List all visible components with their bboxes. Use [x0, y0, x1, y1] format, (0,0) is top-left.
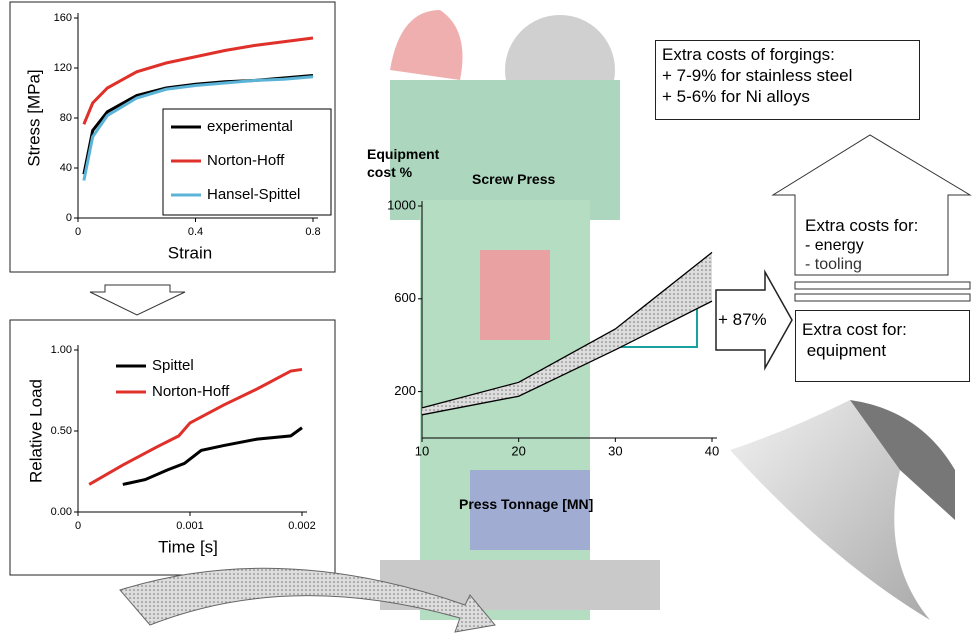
chart-title: Screw Press [472, 170, 555, 188]
text: - tooling [805, 255, 918, 274]
legend-label: Hansel-Spittel [207, 186, 300, 203]
x-tick-label: 0 [75, 520, 81, 532]
y-tick-label: 1000 [387, 197, 416, 212]
legend-label: Norton-Hoff [207, 152, 285, 169]
y-axis-label: Relative Load [26, 379, 45, 483]
y-tick-label: 160 [54, 12, 72, 24]
text: + 7-9% for stainless steel [662, 65, 913, 86]
y-axis-label: Equipment cost % [367, 145, 467, 181]
x-tick-label: 40 [705, 443, 719, 458]
text: - energy [805, 236, 918, 255]
arrow [90, 285, 185, 315]
separator [795, 282, 970, 289]
x-axis-label: Time [s] [158, 537, 218, 556]
text: Extra costs of forgings: [662, 44, 913, 65]
text: equipment [802, 340, 963, 361]
y-axis-label: Stress [MPa] [24, 69, 43, 166]
text: Extra cost for: [802, 319, 963, 340]
text: Extra costs for: [805, 215, 918, 236]
product-image [730, 400, 955, 620]
increase-label: + 87% [718, 310, 767, 330]
x-tick-label: 30 [608, 443, 622, 458]
x-axis-label: Strain [168, 243, 212, 262]
y-tick-label: 1.00 [51, 344, 72, 356]
x-tick-label: 0 [75, 226, 81, 238]
text-box: Extra cost for: equipment [795, 310, 970, 382]
y-tick-label: 120 [54, 62, 72, 74]
y-tick-label: 200 [394, 383, 416, 398]
x-axis-label: Press Tonnage [MN] [459, 495, 593, 513]
separator [795, 294, 970, 301]
legend-label: experimental [207, 118, 293, 135]
y-tick-label: 0 [66, 212, 72, 224]
y-tick-label: 80 [60, 112, 72, 124]
x-tick-label: 0.002 [288, 520, 316, 532]
legend-label: Norton-Hoff [152, 383, 230, 400]
y-tick-label: 600 [394, 290, 416, 305]
legend-label: Spittel [152, 357, 194, 374]
x-tick-label: 0.8 [305, 226, 320, 238]
x-tick-label: 10 [415, 443, 429, 458]
y-tick-label: 40 [60, 162, 72, 174]
x-tick-label: 0.4 [188, 226, 203, 238]
y-tick-label: 0.50 [51, 425, 72, 437]
x-tick-label: 20 [511, 443, 525, 458]
text: + 5-6% for Ni alloys [662, 86, 913, 107]
text-box: Extra costs for: - energy - tooling [805, 215, 918, 274]
y-tick-label: 0.00 [51, 506, 72, 518]
x-tick-label: 0.001 [176, 520, 204, 532]
text-box: Extra costs of forgings: + 7-9% for stai… [655, 40, 920, 120]
page: 0 40 80 120 160 0 0.4 0.8 Strain Stress [MPa] expe… [0, 0, 974, 636]
